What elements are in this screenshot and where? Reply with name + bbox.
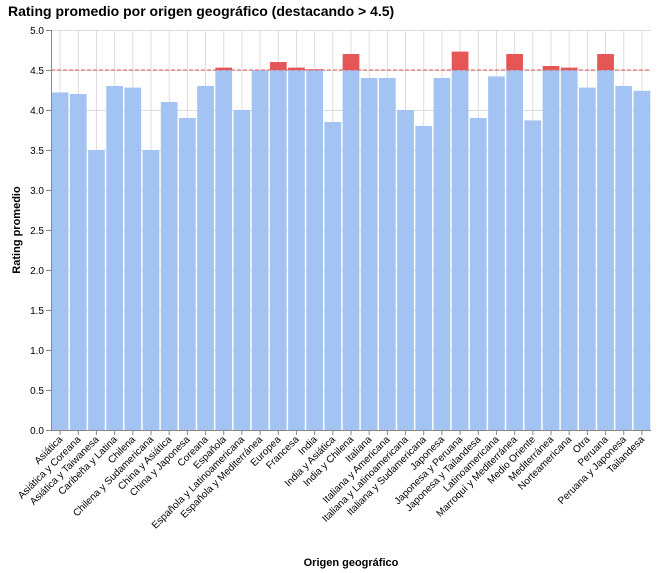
bar <box>488 76 505 431</box>
bar <box>69 94 87 430</box>
y-tick-label: 2.5 <box>30 226 44 237</box>
bar <box>160 102 178 430</box>
bar <box>597 70 614 430</box>
bar <box>542 70 560 430</box>
bar-highlight <box>506 54 523 70</box>
y-tick-label: 5.0 <box>30 26 44 37</box>
bar <box>306 70 323 430</box>
bar <box>506 70 523 430</box>
bar <box>524 120 542 431</box>
bar <box>215 70 233 430</box>
bar <box>124 87 142 430</box>
bar <box>397 110 414 430</box>
y-tick-label: 1.5 <box>30 306 44 317</box>
y-tick-label: 3.0 <box>30 186 44 197</box>
y-tick-label: 4.5 <box>30 66 44 77</box>
y-tick-label: 1.0 <box>30 346 44 357</box>
bar-highlight <box>451 51 469 70</box>
bar <box>106 86 123 430</box>
bar <box>469 118 487 430</box>
bar-highlight <box>215 67 233 70</box>
bar <box>433 78 451 430</box>
y-tick-label: 3.5 <box>30 146 44 157</box>
y-tick-label: 0.5 <box>30 386 44 397</box>
bar <box>251 70 269 430</box>
bar-highlight <box>269 62 287 70</box>
bar <box>342 70 360 430</box>
bar <box>360 78 378 430</box>
bar <box>415 126 433 430</box>
bar <box>451 70 469 430</box>
bar <box>197 86 214 430</box>
bar <box>142 150 160 430</box>
bar <box>379 78 396 430</box>
y-axis-title: Rating promedio <box>11 186 23 274</box>
bar <box>233 110 251 430</box>
bars <box>51 51 651 431</box>
bar-highlight <box>542 66 560 70</box>
bar <box>324 122 342 430</box>
bar <box>288 70 305 430</box>
bar <box>615 86 633 430</box>
bar-highlight <box>560 67 578 70</box>
bar <box>579 87 596 430</box>
y-tick-label: 0.0 <box>30 426 44 437</box>
bar <box>51 92 69 431</box>
bar <box>269 70 287 430</box>
y-tick-label: 2.0 <box>30 266 44 277</box>
bar <box>88 150 105 430</box>
bar <box>179 118 196 430</box>
chart-title: Rating promedio por origen geográfico (d… <box>8 3 394 19</box>
bar-highlight <box>597 54 614 70</box>
bar-highlight <box>306 69 323 70</box>
bar <box>560 70 578 430</box>
bar-highlight <box>288 67 305 70</box>
x-axis-title: Origen geográfico <box>304 557 399 569</box>
y-tick-label: 4.0 <box>30 106 44 117</box>
bar-highlight <box>342 54 360 70</box>
bar <box>633 90 651 431</box>
